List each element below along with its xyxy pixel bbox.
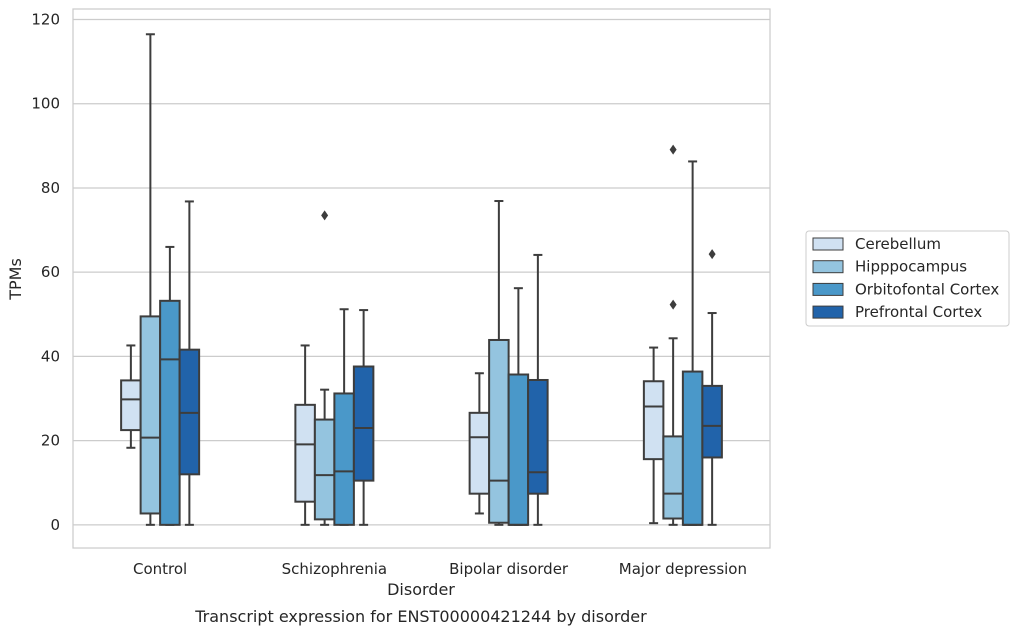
outlier-marker bbox=[708, 249, 716, 260]
box-hipppocampus bbox=[313, 210, 336, 526]
box-iqr bbox=[681, 370, 704, 526]
x-tick-label: Major depression bbox=[619, 560, 747, 578]
box-prefrontal-cortex bbox=[352, 309, 375, 526]
box-hipppocampus bbox=[662, 144, 684, 526]
box-orbitofontal-cortex bbox=[507, 287, 530, 526]
box-iqr bbox=[488, 338, 510, 524]
x-tick-label: Schizophrenia bbox=[282, 560, 387, 578]
box-cerebellum bbox=[120, 344, 142, 449]
x-tick-label: Bipolar disorder bbox=[449, 560, 569, 578]
box-cerebellum bbox=[294, 344, 316, 526]
box-iqr bbox=[294, 403, 316, 503]
box-orbitofontal-cortex bbox=[159, 245, 181, 526]
y-tick-label: 120 bbox=[31, 11, 60, 29]
box-cerebellum bbox=[642, 346, 665, 525]
legend-swatch bbox=[812, 305, 844, 319]
legend-label: Hipppocampus bbox=[855, 258, 967, 276]
legend-label: Prefrontal Cortex bbox=[855, 303, 982, 321]
y-tick-label: 0 bbox=[50, 516, 60, 534]
box-prefrontal-cortex bbox=[701, 249, 723, 526]
y-tick-label: 100 bbox=[31, 95, 60, 113]
box-iqr bbox=[333, 392, 355, 526]
box-iqr bbox=[159, 299, 181, 526]
box-iqr bbox=[468, 411, 491, 495]
box-iqr bbox=[701, 384, 723, 459]
y-tick-label: 80 bbox=[41, 179, 60, 197]
box-orbitofontal-cortex bbox=[681, 160, 704, 526]
legend: Cerebellum Hipppocampus Orbitofontal Corte… bbox=[805, 230, 1010, 327]
legend-frame bbox=[805, 230, 1010, 327]
y-tick-label: 20 bbox=[41, 432, 60, 450]
box-prefrontal-cortex bbox=[527, 253, 549, 526]
y-axis: 0 20 40 60 80 100 120 bbox=[31, 11, 60, 534]
legend-swatch bbox=[812, 260, 844, 274]
outlier-marker bbox=[321, 210, 329, 221]
box-prefrontal-cortex bbox=[178, 200, 201, 526]
box-iqr bbox=[642, 380, 665, 461]
box-cerebellum bbox=[468, 372, 491, 515]
plot-frame bbox=[72, 8, 771, 549]
box-iqr bbox=[527, 378, 549, 495]
box-hipppocampus bbox=[139, 33, 162, 526]
outlier-marker bbox=[669, 299, 677, 310]
box-iqr bbox=[352, 365, 375, 482]
figure-caption: Transcript expression for ENST0000042124… bbox=[194, 607, 647, 626]
x-axis: Control Schizophrenia Bipolar disorder Majo… bbox=[133, 560, 747, 578]
x-axis-title: Disorder bbox=[387, 580, 455, 599]
box-iqr bbox=[662, 435, 684, 520]
legend-swatch bbox=[812, 282, 844, 296]
y-tick-label: 60 bbox=[41, 263, 60, 281]
x-tick-label: Control bbox=[133, 560, 187, 578]
y-tick-label: 40 bbox=[41, 347, 60, 365]
legend-swatch bbox=[812, 237, 844, 251]
box-iqr bbox=[313, 418, 336, 521]
legend-label: Orbitofontal Cortex bbox=[855, 280, 999, 298]
y-axis-title: TPMs bbox=[6, 258, 25, 301]
legend-label: Cerebellum bbox=[855, 235, 941, 253]
outlier-marker bbox=[669, 144, 677, 155]
box-iqr bbox=[507, 373, 530, 526]
box-plots bbox=[120, 33, 723, 526]
box-iqr bbox=[139, 315, 162, 515]
box-iqr bbox=[120, 379, 142, 432]
box-hipppocampus bbox=[488, 200, 510, 526]
box-orbitofontal-cortex bbox=[333, 308, 355, 526]
